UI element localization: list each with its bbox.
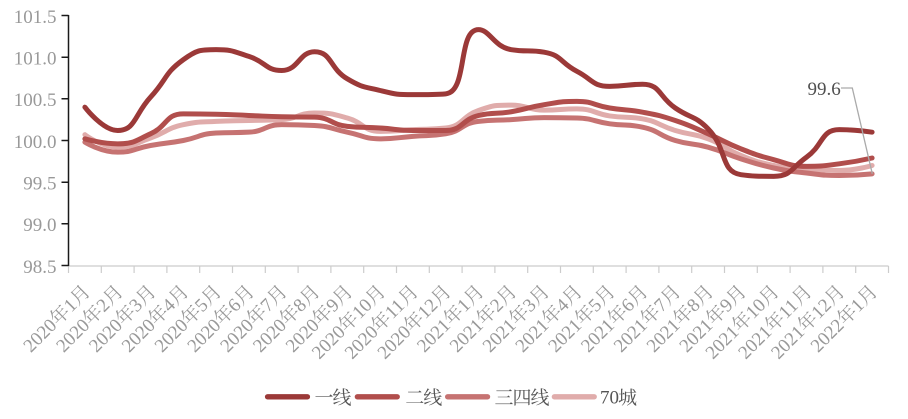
svg-text:99.6: 99.6: [808, 79, 841, 100]
svg-text:100.0: 100.0: [14, 132, 57, 153]
svg-text:99.0: 99.0: [23, 215, 56, 236]
svg-text:101.0: 101.0: [14, 49, 57, 70]
svg-text:101.5: 101.5: [14, 7, 57, 28]
svg-text:100.5: 100.5: [14, 90, 57, 111]
svg-text:99.5: 99.5: [23, 174, 56, 195]
svg-text:70: 70: [600, 387, 619, 408]
svg-text:98.5: 98.5: [23, 257, 56, 278]
